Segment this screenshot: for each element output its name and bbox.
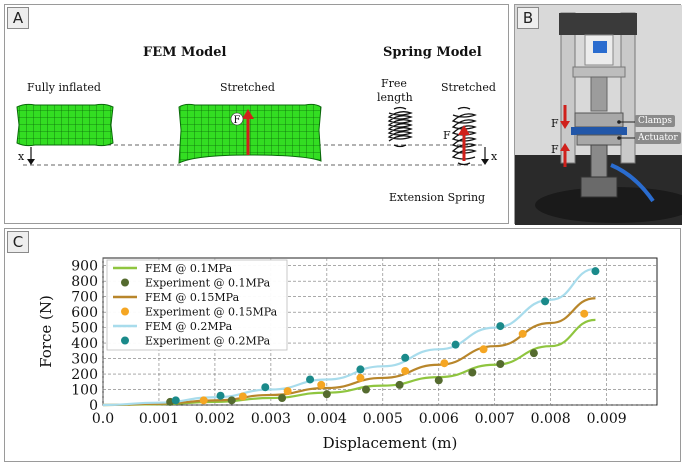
y-tick-label: 800	[71, 274, 98, 290]
y-tick-label: 900	[71, 259, 98, 275]
y-axis-label: Force (N)	[37, 295, 55, 368]
data-point	[440, 359, 449, 368]
panel-c-label: C	[7, 231, 29, 253]
fully-inflated-label: Fully inflated	[27, 81, 101, 94]
panel-b: B F F Clamps Actuator	[514, 4, 682, 225]
actuator-callout: Actuator	[635, 132, 681, 144]
x-tick-label: 0.008	[531, 411, 571, 427]
panel-a: A FEM Model Spring Model Fully inflated …	[4, 4, 509, 224]
data-point	[401, 353, 410, 362]
x-tick-label: 0.003	[251, 411, 291, 427]
data-point	[580, 309, 589, 318]
stretched-balloon	[178, 103, 322, 164]
legend-entry: FEM @ 0.1MPa	[145, 262, 233, 275]
data-point	[395, 380, 404, 389]
legend-entry: Experiment @ 0.15MPa	[145, 306, 278, 319]
x-tick-label: 0.001	[139, 411, 179, 427]
legend-box	[106, 259, 288, 351]
data-point	[529, 349, 538, 358]
x-tick-label: 0.002	[195, 411, 235, 427]
y-tick-label: 600	[71, 305, 98, 321]
x-axis-label: Displacement (m)	[323, 434, 458, 452]
data-point	[238, 392, 247, 401]
spring-model-title: Spring Model	[383, 45, 482, 60]
data-point	[283, 387, 292, 396]
data-point	[496, 322, 505, 331]
data-point	[401, 366, 410, 375]
force-label-bottom: F	[551, 143, 559, 156]
data-point	[322, 390, 331, 399]
x-tick-label: 0.005	[363, 411, 403, 427]
data-point	[171, 396, 180, 405]
legend-point-swatch	[121, 336, 129, 345]
y-tick-label: 100	[71, 383, 98, 399]
legend-entry: FEM @ 0.15MPa	[145, 291, 240, 304]
panel-c: C 0.0 0.001 0.002 0.003 0.004 0.005 0.006 0.007…	[4, 228, 681, 462]
data-point	[451, 340, 460, 349]
data-point	[216, 391, 225, 400]
x-tick-label: 0.009	[587, 411, 627, 427]
force-displacement-chart: 0.0 0.001 0.002 0.003 0.004 0.005 0.006 0.007 0.…	[37, 257, 658, 452]
data-point	[278, 394, 287, 403]
fem-force-arrowhead	[242, 109, 254, 119]
spring-force-arrowhead	[458, 125, 470, 135]
legend-point-swatch	[121, 278, 129, 287]
data-point	[591, 267, 600, 276]
y-tick-label: 400	[71, 336, 98, 352]
data-point	[434, 376, 443, 385]
x-tick-label: 0.004	[307, 411, 347, 427]
data-point	[496, 359, 505, 368]
test-rig-photo	[515, 5, 682, 225]
data-point	[356, 365, 365, 374]
data-point	[199, 396, 208, 405]
free-spring	[387, 106, 413, 148]
spring-force-symbol: F	[443, 129, 451, 142]
data-point	[227, 396, 236, 405]
free-length-label: Free length	[377, 77, 413, 104]
spring-stretched-label: Stretched	[441, 81, 496, 94]
x-tick-label: 0.006	[419, 411, 459, 427]
data-point	[261, 383, 270, 392]
fem-model-title: FEM Model	[143, 45, 227, 60]
y-tick-label: 500	[71, 321, 98, 337]
data-point	[317, 380, 326, 389]
y-tick-label: 200	[71, 367, 98, 383]
fem-force-badge	[230, 112, 244, 126]
x-symbol-right: x	[491, 150, 498, 163]
panel-a-label: A	[7, 7, 29, 29]
force-label-top: F	[551, 117, 559, 130]
panel-a-drawing: F x F x	[16, 103, 498, 166]
x-tick-label: 0.0	[92, 411, 114, 427]
x-arrowhead-right	[481, 159, 489, 165]
y-tick-label: 300	[71, 352, 98, 368]
x-arrowhead-left	[27, 159, 35, 165]
legend-entry: Experiment @ 0.2MPa	[145, 335, 271, 348]
data-point	[362, 385, 371, 394]
data-point	[356, 373, 365, 382]
extension-spring-label: Extension Spring	[389, 191, 486, 204]
fem-stretched-label: Stretched	[220, 81, 275, 94]
data-point	[541, 297, 550, 306]
x-tick-label: 0.007	[475, 411, 515, 427]
legend-point-swatch	[121, 307, 129, 316]
series-line	[102, 267, 596, 407]
x-symbol-left: x	[18, 150, 25, 163]
data-point	[468, 368, 477, 377]
legend-entry: Experiment @ 0.1MPa	[145, 277, 271, 290]
legend-entry: FEM @ 0.2MPa	[145, 320, 233, 333]
data-point	[306, 375, 315, 384]
fem-force-symbol: F	[234, 115, 241, 126]
clamps-callout: Clamps	[635, 115, 676, 127]
y-tick-label: 0	[89, 398, 98, 414]
fully-inflated-balloon	[16, 103, 114, 147]
data-point	[479, 345, 488, 354]
data-point	[518, 329, 527, 338]
y-tick-label: 700	[71, 290, 98, 306]
panel-b-label: B	[517, 7, 539, 29]
